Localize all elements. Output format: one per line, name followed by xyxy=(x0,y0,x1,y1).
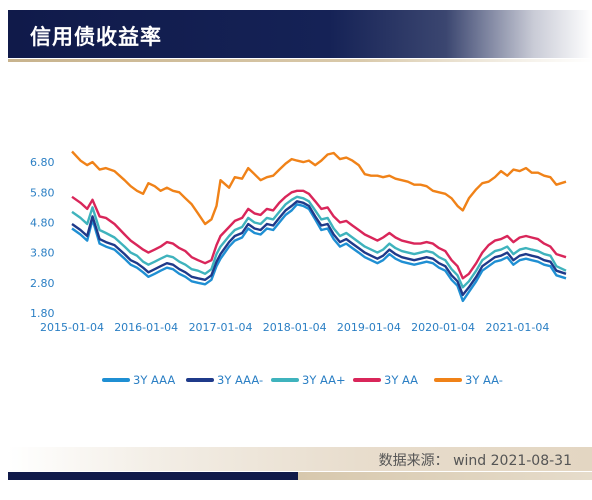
series-line-3y-aaplus xyxy=(71,195,567,289)
data-source: 数据来源： wind 2021-08-31 xyxy=(378,453,572,469)
series-line-3y-aa xyxy=(71,189,567,280)
series-line-3y-aaaminus xyxy=(71,200,567,297)
y-tick-label: 6.80 xyxy=(30,156,55,169)
x-axis: 2015-01-04 2016-01-04 2017-01-04 2018-01-04… xyxy=(40,321,549,334)
x-tick-label: 2018-01-04 xyxy=(263,321,327,334)
y-axis: 6.80 5.80 4.80 3.80 2.80 1.80 xyxy=(30,156,55,320)
x-tick-label: 2021-01-04 xyxy=(485,321,549,334)
yield-chart: 6.80 5.80 4.80 3.80 2.80 1.80 2015-01-04 2016-… xyxy=(0,130,592,400)
series-lines xyxy=(71,150,567,303)
y-tick-label: 5.80 xyxy=(30,186,55,199)
x-tick-label: 2015-01-04 xyxy=(40,321,104,334)
footer-bar-left xyxy=(8,472,298,480)
page-title: 信用债收益率 xyxy=(30,25,162,49)
y-tick-label: 3.80 xyxy=(30,247,55,260)
legend-label: 3Y AAA- xyxy=(217,373,263,387)
legend-label: 3Y AA+ xyxy=(302,373,346,387)
x-tick-label: 2020-01-04 xyxy=(411,321,475,334)
legend-label: 3Y AA- xyxy=(465,373,503,387)
chart-legend: 3Y AAA 3Y AAA- 3Y AA+ 3Y AA 3Y AA- xyxy=(102,373,503,387)
footer-bar-right xyxy=(298,472,592,480)
header-banner: 信用债收益率 xyxy=(8,10,592,58)
y-tick-label: 4.80 xyxy=(30,216,55,229)
chart-svg: 6.80 5.80 4.80 3.80 2.80 1.80 2015-01-04 2016-… xyxy=(30,150,567,387)
footer-band xyxy=(8,447,592,471)
x-tick-label: 2016-01-04 xyxy=(114,321,178,334)
header-divider xyxy=(8,59,592,62)
x-tick-label: 2019-01-04 xyxy=(337,321,401,334)
series-line-3y-aaa xyxy=(71,203,567,303)
x-tick-label: 2017-01-04 xyxy=(189,321,253,334)
legend-label: 3Y AAA xyxy=(133,373,175,387)
y-tick-label: 2.80 xyxy=(30,277,55,290)
legend-label: 3Y AA xyxy=(384,373,418,387)
series-line-3y-aaminus xyxy=(71,150,567,226)
y-tick-label: 1.80 xyxy=(30,307,55,320)
